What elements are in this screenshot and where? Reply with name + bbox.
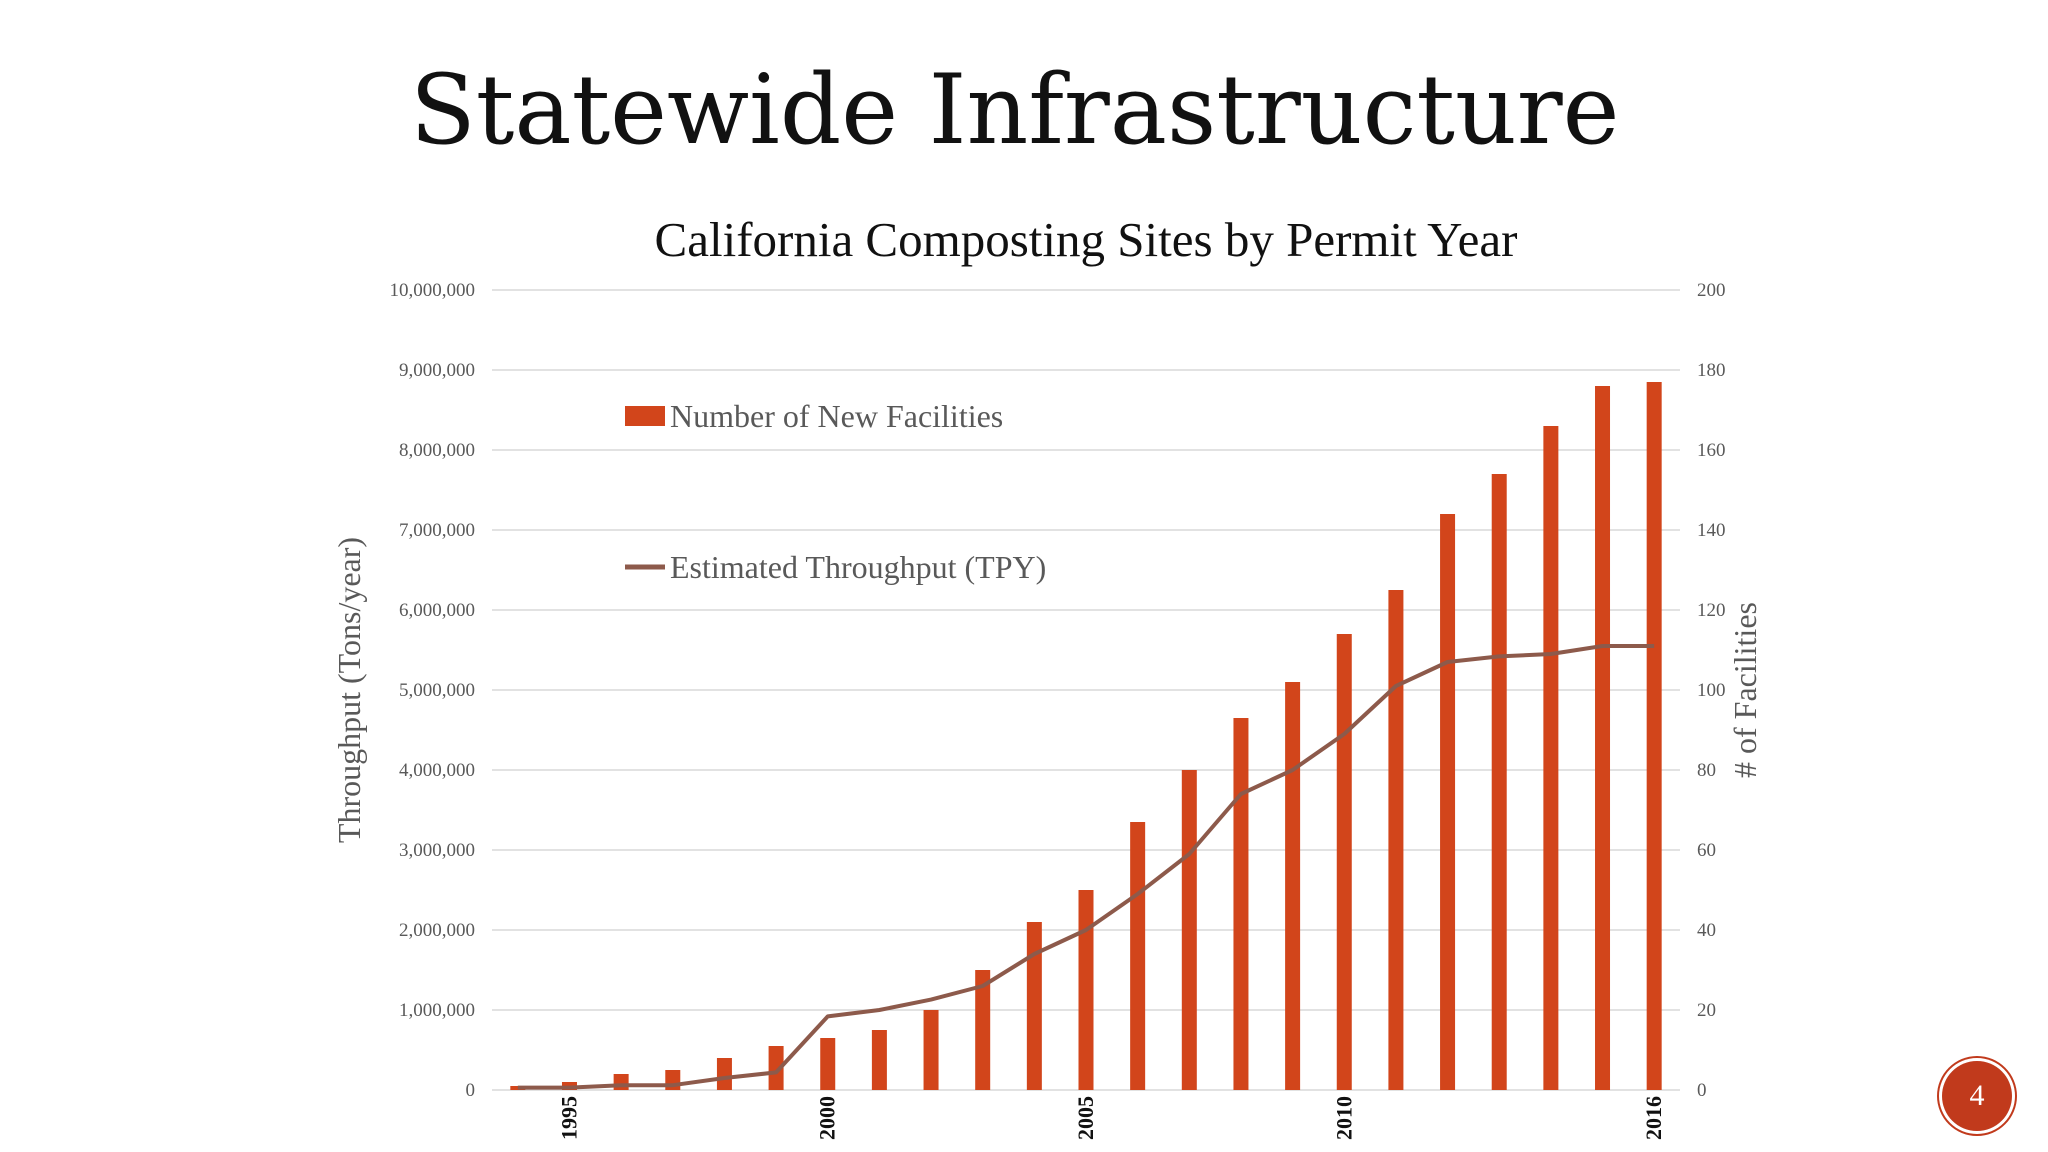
bar bbox=[1181, 770, 1197, 1090]
left-tick-label: 5,000,000 bbox=[399, 680, 475, 701]
x-tick-label: 2005 bbox=[1073, 1096, 1098, 1140]
left-tick-label: 1,000,000 bbox=[399, 1000, 475, 1021]
right-tick-label: 0 bbox=[1697, 1080, 1707, 1101]
bar bbox=[1233, 718, 1249, 1090]
right-tick-label: 180 bbox=[1697, 360, 1726, 381]
left-tick-label: 7,000,000 bbox=[399, 520, 475, 541]
bar bbox=[1026, 922, 1042, 1090]
right-tick-label: 200 bbox=[1697, 280, 1726, 301]
left-tick-label: 8,000,000 bbox=[399, 440, 475, 461]
left-tick-label: 3,000,000 bbox=[399, 840, 475, 861]
legend-swatch-bars bbox=[625, 406, 665, 426]
right-tick-label: 140 bbox=[1697, 520, 1726, 541]
x-axis-ticks: 1995 2000 2005 2010 2016 bbox=[556, 1096, 1666, 1140]
legend-label-bars: Number of New Facilities bbox=[670, 398, 1003, 434]
bar bbox=[871, 1030, 887, 1090]
bar bbox=[1491, 474, 1507, 1090]
bar-series bbox=[510, 382, 1662, 1090]
slide-title: Statewide Infrastructure bbox=[410, 54, 1620, 166]
right-tick-label: 40 bbox=[1697, 920, 1716, 941]
left-tick-label: 2,000,000 bbox=[399, 920, 475, 941]
bar bbox=[1336, 634, 1352, 1090]
right-tick-label: 80 bbox=[1697, 760, 1716, 781]
left-tick-label: 10,000,000 bbox=[390, 280, 476, 301]
right-tick-label: 120 bbox=[1697, 600, 1726, 621]
bar bbox=[1388, 590, 1404, 1090]
y2-axis-title: # of Facilities bbox=[1727, 602, 1763, 778]
x-tick-label: 1995 bbox=[556, 1096, 581, 1140]
bar bbox=[613, 1074, 629, 1090]
bar bbox=[1440, 514, 1456, 1090]
bar bbox=[1078, 890, 1094, 1090]
left-tick-label: 4,000,000 bbox=[399, 760, 475, 781]
bar bbox=[768, 1046, 784, 1090]
bar bbox=[923, 1010, 939, 1090]
left-tick-label: 0 bbox=[466, 1080, 476, 1101]
right-tick-label: 60 bbox=[1697, 840, 1716, 861]
legend: Number of New Facilities Estimated Throu… bbox=[625, 398, 1046, 585]
throughput-line bbox=[517, 644, 1655, 1090]
bar bbox=[716, 1058, 732, 1090]
bar bbox=[820, 1038, 836, 1090]
x-tick-label: 2000 bbox=[815, 1096, 840, 1140]
bar bbox=[1646, 382, 1662, 1090]
y-axis-title: Throughput (Tons/year) bbox=[331, 537, 367, 843]
bar bbox=[1543, 426, 1559, 1090]
chart-title: California Composting Sites by Permit Ye… bbox=[655, 212, 1518, 267]
bar bbox=[510, 1086, 526, 1090]
right-tick-label: 160 bbox=[1697, 440, 1726, 461]
x-tick-label: 2016 bbox=[1641, 1096, 1666, 1140]
bar bbox=[1130, 822, 1146, 1090]
x-tick-label: 2010 bbox=[1331, 1096, 1356, 1140]
left-axis-ticks: 0 1,000,000 2,000,000 3,000,000 4,000,000 5,0… bbox=[390, 280, 476, 1101]
page-number-badge: 4 bbox=[1942, 1061, 2012, 1131]
bar bbox=[1285, 682, 1301, 1090]
bar bbox=[1595, 386, 1611, 1090]
bar bbox=[975, 970, 991, 1090]
left-tick-label: 9,000,000 bbox=[399, 360, 475, 381]
right-tick-label: 100 bbox=[1697, 680, 1726, 701]
legend-label-line: Estimated Throughput (TPY) bbox=[670, 549, 1046, 585]
right-axis-ticks: 0 20 40 60 80 100 120 140 160 180 200 bbox=[1697, 280, 1726, 1101]
left-tick-label: 6,000,000 bbox=[399, 600, 475, 621]
right-tick-label: 20 bbox=[1697, 1000, 1716, 1021]
